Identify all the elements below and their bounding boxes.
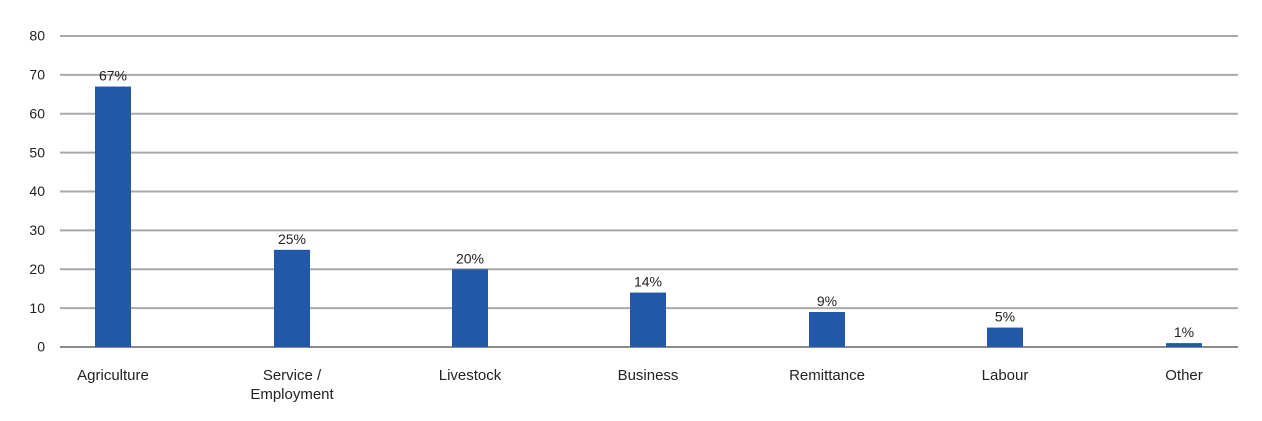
y-tick-label: 70	[29, 67, 45, 83]
x-tick-label: Business	[618, 367, 679, 384]
data-label: 14%	[634, 274, 662, 290]
y-tick-label: 10	[29, 300, 45, 316]
x-tick-label: Remittance	[789, 367, 865, 384]
data-label: 67%	[99, 68, 127, 84]
data-label: 1%	[1174, 324, 1194, 340]
y-tick-label: 30	[29, 222, 45, 238]
bar-livestock	[452, 269, 488, 347]
bar-service-employment	[274, 249, 310, 347]
y-tick-label: 80	[29, 28, 45, 44]
y-tick-label: 20	[29, 261, 45, 277]
category-labels: Agriculture Service / Employment Livestock B…	[77, 367, 1203, 403]
bar-remittance	[809, 312, 845, 347]
bar-labour	[987, 327, 1023, 347]
data-label: 20%	[456, 250, 484, 266]
data-label: 9%	[817, 293, 837, 309]
y-axis-ticks: 0 10 20 30 40 50 60 70 80	[29, 28, 45, 355]
x-tick-label: Livestock	[439, 367, 502, 384]
y-tick-label: 60	[29, 105, 45, 121]
x-tick-label: Employment	[250, 386, 334, 403]
x-tick-label: Other	[1165, 367, 1203, 384]
bar-other	[1166, 343, 1202, 347]
x-tick-label: Agriculture	[77, 367, 149, 384]
bar-agriculture	[95, 86, 131, 347]
gridlines	[60, 35, 1238, 348]
y-tick-label: 50	[29, 144, 45, 160]
data-label: 25%	[278, 231, 306, 247]
bars	[95, 86, 1202, 347]
data-label: 5%	[995, 309, 1015, 325]
data-labels: 67% 25% 20% 14% 9% 5% 1%	[99, 68, 1194, 341]
y-tick-label: 40	[29, 183, 45, 199]
bar-business	[630, 292, 666, 347]
y-tick-label: 0	[37, 339, 45, 355]
x-tick-label: Service /	[263, 367, 322, 384]
x-tick-label: Labour	[982, 367, 1029, 384]
